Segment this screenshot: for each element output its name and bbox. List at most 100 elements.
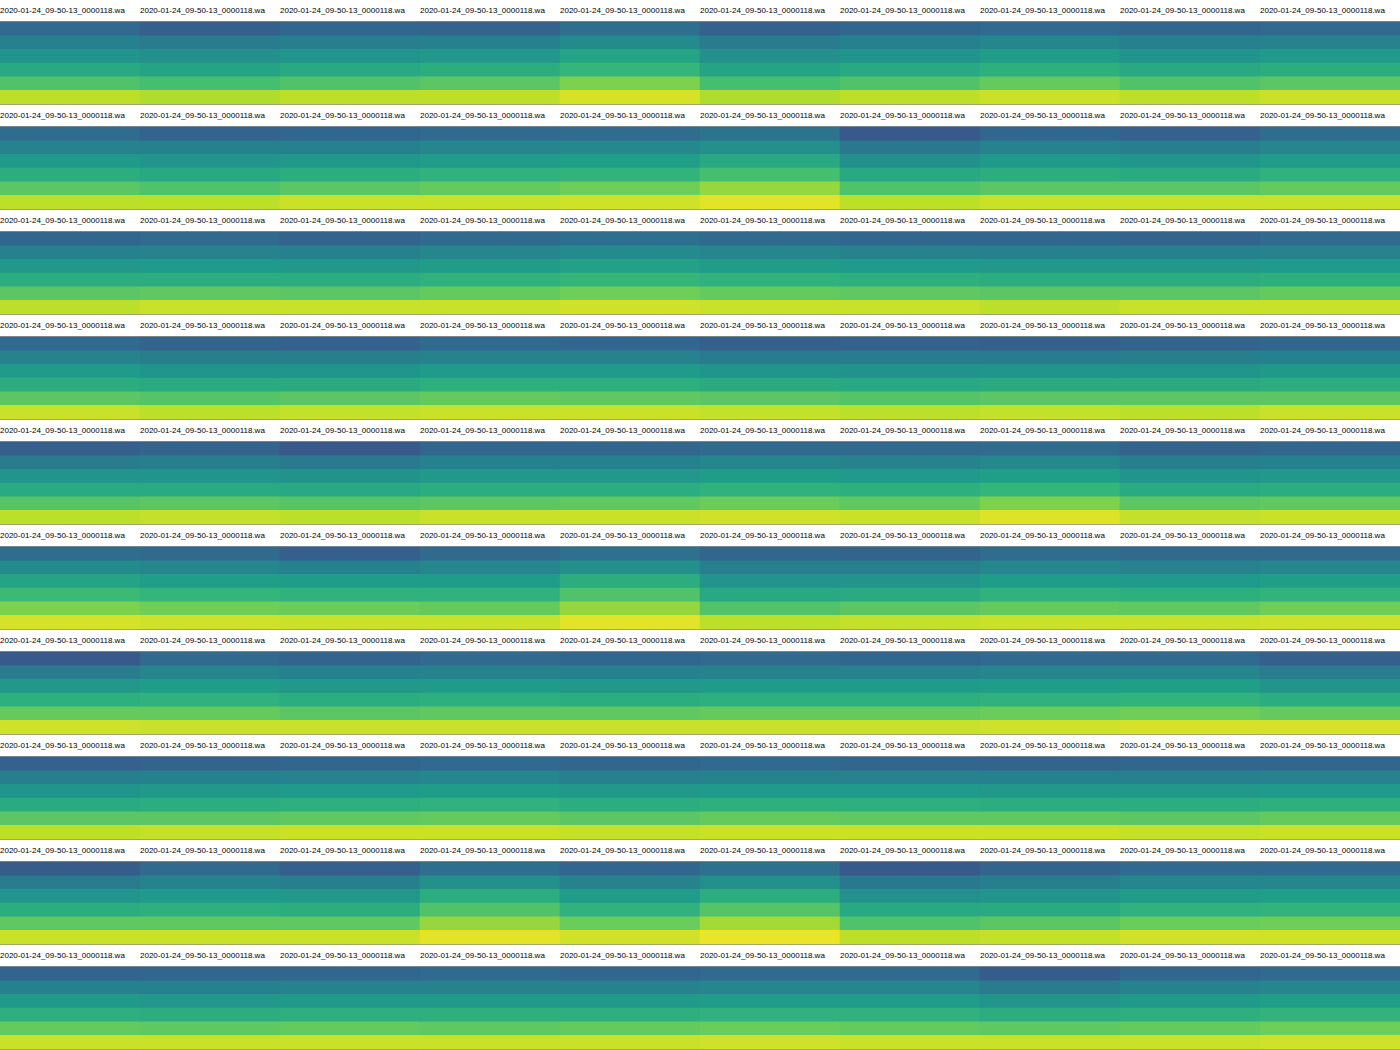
svg-text:2020-01-24_09-50-13_0000118.wa: 2020-01-24_09-50-13_0000118.wa	[980, 216, 1105, 225]
svg-text:2020-01-24_09-50-13_0000118.wa: 2020-01-24_09-50-13_0000118.wa	[980, 846, 1105, 855]
svg-text:2020-01-24_09-50-13_0000118.wa: 2020-01-24_09-50-13_0000118.wa	[700, 636, 825, 645]
svg-text:2020-01-24_09-50-13_0000118.wa: 2020-01-24_09-50-13_0000118.wa	[840, 846, 965, 855]
svg-text:2020-01-24_09-50-13_0000118.wa: 2020-01-24_09-50-13_0000118.wa	[700, 846, 825, 855]
svg-text:2020-01-24_09-50-13_0000118.wa: 2020-01-24_09-50-13_0000118.wa	[840, 636, 965, 645]
svg-text:2020-01-24_09-50-13_0000118.wa: 2020-01-24_09-50-13_0000118.wa	[1120, 216, 1245, 225]
svg-text:2020-01-24_09-50-13_0000118.wa: 2020-01-24_09-50-13_0000118.wa	[280, 111, 405, 120]
svg-text:2020-01-24_09-50-13_0000118.wa: 2020-01-24_09-50-13_0000118.wa	[420, 426, 545, 435]
svg-text:2020-01-24_09-50-13_0000118.wa: 2020-01-24_09-50-13_0000118.wa	[980, 111, 1105, 120]
svg-text:2020-01-24_09-50-13_0000118.wa: 2020-01-24_09-50-13_0000118.wa	[0, 531, 125, 540]
svg-text:2020-01-24_09-50-13_0000118.wa: 2020-01-24_09-50-13_0000118.wa	[0, 951, 125, 960]
svg-text:2020-01-24_09-50-13_0000118.wa: 2020-01-24_09-50-13_0000118.wa	[560, 321, 685, 330]
svg-text:2020-01-24_09-50-13_0000118.wa: 2020-01-24_09-50-13_0000118.wa	[560, 846, 685, 855]
svg-text:2020-01-24_09-50-13_0000118.wa: 2020-01-24_09-50-13_0000118.wa	[420, 111, 545, 120]
svg-text:2020-01-24_09-50-13_0000118.wa: 2020-01-24_09-50-13_0000118.wa	[1120, 741, 1245, 750]
svg-text:2020-01-24_09-50-13_0000118.wa: 2020-01-24_09-50-13_0000118.wa	[700, 216, 825, 225]
svg-text:2020-01-24_09-50-13_0000118.wa: 2020-01-24_09-50-13_0000118.wa	[280, 6, 405, 15]
svg-text:2020-01-24_09-50-13_0000118.wa: 2020-01-24_09-50-13_0000118.wa	[840, 111, 965, 120]
svg-text:2020-01-24_09-50-13_0000118.wa: 2020-01-24_09-50-13_0000118.wa	[840, 741, 965, 750]
svg-text:2020-01-24_09-50-13_0000118.wa: 2020-01-24_09-50-13_0000118.wa	[1120, 6, 1245, 15]
svg-text:2020-01-24_09-50-13_0000118.wa: 2020-01-24_09-50-13_0000118.wa	[140, 741, 265, 750]
svg-text:2020-01-24_09-50-13_0000118.wa: 2020-01-24_09-50-13_0000118.wa	[980, 426, 1105, 435]
svg-text:2020-01-24_09-50-13_0000118.wa: 2020-01-24_09-50-13_0000118.wa	[0, 216, 125, 225]
svg-text:2020-01-24_09-50-13_0000118.wa: 2020-01-24_09-50-13_0000118.wa	[840, 951, 965, 960]
svg-text:2020-01-24_09-50-13_0000118.wa: 2020-01-24_09-50-13_0000118.wa	[420, 636, 545, 645]
svg-text:2020-01-24_09-50-13_0000118.wa: 2020-01-24_09-50-13_0000118.wa	[420, 741, 545, 750]
svg-text:2020-01-24_09-50-13_0000118.wa: 2020-01-24_09-50-13_0000118.wa	[140, 6, 265, 15]
svg-text:2020-01-24_09-50-13_0000118.wa: 2020-01-24_09-50-13_0000118.wa	[0, 6, 125, 15]
svg-text:2020-01-24_09-50-13_0000118.wa: 2020-01-24_09-50-13_0000118.wa	[1260, 111, 1385, 120]
svg-text:2020-01-24_09-50-13_0000118.wa: 2020-01-24_09-50-13_0000118.wa	[140, 111, 265, 120]
svg-text:2020-01-24_09-50-13_0000118.wa: 2020-01-24_09-50-13_0000118.wa	[560, 951, 685, 960]
svg-text:2020-01-24_09-50-13_0000118.wa: 2020-01-24_09-50-13_0000118.wa	[840, 321, 965, 330]
svg-text:2020-01-24_09-50-13_0000118.wa: 2020-01-24_09-50-13_0000118.wa	[560, 216, 685, 225]
svg-text:2020-01-24_09-50-13_0000118.wa: 2020-01-24_09-50-13_0000118.wa	[840, 6, 965, 15]
svg-text:2020-01-24_09-50-13_0000118.wa: 2020-01-24_09-50-13_0000118.wa	[280, 741, 405, 750]
svg-text:2020-01-24_09-50-13_0000118.wa: 2020-01-24_09-50-13_0000118.wa	[560, 531, 685, 540]
svg-text:2020-01-24_09-50-13_0000118.wa: 2020-01-24_09-50-13_0000118.wa	[280, 636, 405, 645]
svg-text:2020-01-24_09-50-13_0000118.wa: 2020-01-24_09-50-13_0000118.wa	[980, 636, 1105, 645]
svg-text:2020-01-24_09-50-13_0000118.wa: 2020-01-24_09-50-13_0000118.wa	[840, 531, 965, 540]
svg-text:2020-01-24_09-50-13_0000118.wa: 2020-01-24_09-50-13_0000118.wa	[1260, 216, 1385, 225]
svg-text:2020-01-24_09-50-13_0000118.wa: 2020-01-24_09-50-13_0000118.wa	[420, 321, 545, 330]
svg-text:2020-01-24_09-50-13_0000118.wa: 2020-01-24_09-50-13_0000118.wa	[1260, 636, 1385, 645]
svg-text:2020-01-24_09-50-13_0000118.wa: 2020-01-24_09-50-13_0000118.wa	[560, 6, 685, 15]
svg-text:2020-01-24_09-50-13_0000118.wa: 2020-01-24_09-50-13_0000118.wa	[140, 636, 265, 645]
svg-text:2020-01-24_09-50-13_0000118.wa: 2020-01-24_09-50-13_0000118.wa	[1260, 741, 1385, 750]
svg-text:2020-01-24_09-50-13_0000118.wa: 2020-01-24_09-50-13_0000118.wa	[1120, 426, 1245, 435]
svg-text:2020-01-24_09-50-13_0000118.wa: 2020-01-24_09-50-13_0000118.wa	[980, 531, 1105, 540]
svg-text:2020-01-24_09-50-13_0000118.wa: 2020-01-24_09-50-13_0000118.wa	[700, 531, 825, 540]
svg-text:2020-01-24_09-50-13_0000118.wa: 2020-01-24_09-50-13_0000118.wa	[0, 111, 125, 120]
svg-text:2020-01-24_09-50-13_0000118.wa: 2020-01-24_09-50-13_0000118.wa	[420, 531, 545, 540]
svg-text:2020-01-24_09-50-13_0000118.wa: 2020-01-24_09-50-13_0000118.wa	[1120, 636, 1245, 645]
svg-text:2020-01-24_09-50-13_0000118.wa: 2020-01-24_09-50-13_0000118.wa	[1120, 321, 1245, 330]
svg-text:2020-01-24_09-50-13_0000118.wa: 2020-01-24_09-50-13_0000118.wa	[1120, 846, 1245, 855]
svg-text:2020-01-24_09-50-13_0000118.wa: 2020-01-24_09-50-13_0000118.wa	[1260, 6, 1385, 15]
svg-text:2020-01-24_09-50-13_0000118.wa: 2020-01-24_09-50-13_0000118.wa	[0, 741, 125, 750]
svg-text:2020-01-24_09-50-13_0000118.wa: 2020-01-24_09-50-13_0000118.wa	[560, 426, 685, 435]
svg-text:2020-01-24_09-50-13_0000118.wa: 2020-01-24_09-50-13_0000118.wa	[1120, 531, 1245, 540]
svg-text:2020-01-24_09-50-13_0000118.wa: 2020-01-24_09-50-13_0000118.wa	[420, 846, 545, 855]
svg-text:2020-01-24_09-50-13_0000118.wa: 2020-01-24_09-50-13_0000118.wa	[1120, 111, 1245, 120]
svg-text:2020-01-24_09-50-13_0000118.wa: 2020-01-24_09-50-13_0000118.wa	[140, 951, 265, 960]
svg-text:2020-01-24_09-50-13_0000118.wa: 2020-01-24_09-50-13_0000118.wa	[560, 636, 685, 645]
svg-text:2020-01-24_09-50-13_0000118.wa: 2020-01-24_09-50-13_0000118.wa	[0, 321, 125, 330]
svg-text:2020-01-24_09-50-13_0000118.wa: 2020-01-24_09-50-13_0000118.wa	[140, 426, 265, 435]
svg-text:2020-01-24_09-50-13_0000118.wa: 2020-01-24_09-50-13_0000118.wa	[140, 531, 265, 540]
svg-text:2020-01-24_09-50-13_0000118.wa: 2020-01-24_09-50-13_0000118.wa	[280, 531, 405, 540]
svg-text:2020-01-24_09-50-13_0000118.wa: 2020-01-24_09-50-13_0000118.wa	[980, 6, 1105, 15]
svg-text:2020-01-24_09-50-13_0000118.wa: 2020-01-24_09-50-13_0000118.wa	[0, 846, 125, 855]
svg-text:2020-01-24_09-50-13_0000118.wa: 2020-01-24_09-50-13_0000118.wa	[140, 321, 265, 330]
svg-text:2020-01-24_09-50-13_0000118.wa: 2020-01-24_09-50-13_0000118.wa	[0, 426, 125, 435]
svg-text:2020-01-24_09-50-13_0000118.wa: 2020-01-24_09-50-13_0000118.wa	[840, 426, 965, 435]
svg-text:2020-01-24_09-50-13_0000118.wa: 2020-01-24_09-50-13_0000118.wa	[700, 951, 825, 960]
svg-text:2020-01-24_09-50-13_0000118.wa: 2020-01-24_09-50-13_0000118.wa	[1260, 846, 1385, 855]
svg-text:2020-01-24_09-50-13_0000118.wa: 2020-01-24_09-50-13_0000118.wa	[280, 846, 405, 855]
svg-text:2020-01-24_09-50-13_0000118.wa: 2020-01-24_09-50-13_0000118.wa	[0, 636, 125, 645]
svg-text:2020-01-24_09-50-13_0000118.wa: 2020-01-24_09-50-13_0000118.wa	[1260, 321, 1385, 330]
svg-text:2020-01-24_09-50-13_0000118.wa: 2020-01-24_09-50-13_0000118.wa	[420, 216, 545, 225]
svg-text:2020-01-24_09-50-13_0000118.wa: 2020-01-24_09-50-13_0000118.wa	[280, 321, 405, 330]
svg-text:2020-01-24_09-50-13_0000118.wa: 2020-01-24_09-50-13_0000118.wa	[980, 741, 1105, 750]
svg-text:2020-01-24_09-50-13_0000118.wa: 2020-01-24_09-50-13_0000118.wa	[1260, 426, 1385, 435]
svg-text:2020-01-24_09-50-13_0000118.wa: 2020-01-24_09-50-13_0000118.wa	[140, 216, 265, 225]
svg-text:2020-01-24_09-50-13_0000118.wa: 2020-01-24_09-50-13_0000118.wa	[280, 426, 405, 435]
svg-text:2020-01-24_09-50-13_0000118.wa: 2020-01-24_09-50-13_0000118.wa	[980, 321, 1105, 330]
svg-text:2020-01-24_09-50-13_0000118.wa: 2020-01-24_09-50-13_0000118.wa	[420, 951, 545, 960]
svg-text:2020-01-24_09-50-13_0000118.wa: 2020-01-24_09-50-13_0000118.wa	[700, 321, 825, 330]
svg-text:2020-01-24_09-50-13_0000118.wa: 2020-01-24_09-50-13_0000118.wa	[700, 741, 825, 750]
svg-text:2020-01-24_09-50-13_0000118.wa: 2020-01-24_09-50-13_0000118.wa	[560, 111, 685, 120]
svg-text:2020-01-24_09-50-13_0000118.wa: 2020-01-24_09-50-13_0000118.wa	[280, 216, 405, 225]
svg-text:2020-01-24_09-50-13_0000118.wa: 2020-01-24_09-50-13_0000118.wa	[1120, 951, 1245, 960]
svg-text:2020-01-24_09-50-13_0000118.wa: 2020-01-24_09-50-13_0000118.wa	[1260, 531, 1385, 540]
svg-text:2020-01-24_09-50-13_0000118.wa: 2020-01-24_09-50-13_0000118.wa	[700, 111, 825, 120]
svg-text:2020-01-24_09-50-13_0000118.wa: 2020-01-24_09-50-13_0000118.wa	[560, 741, 685, 750]
svg-text:2020-01-24_09-50-13_0000118.wa: 2020-01-24_09-50-13_0000118.wa	[1260, 951, 1385, 960]
svg-text:2020-01-24_09-50-13_0000118.wa: 2020-01-24_09-50-13_0000118.wa	[420, 6, 545, 15]
svg-text:2020-01-24_09-50-13_0000118.wa: 2020-01-24_09-50-13_0000118.wa	[700, 426, 825, 435]
svg-text:2020-01-24_09-50-13_0000118.wa: 2020-01-24_09-50-13_0000118.wa	[700, 6, 825, 15]
svg-text:2020-01-24_09-50-13_0000118.wa: 2020-01-24_09-50-13_0000118.wa	[140, 846, 265, 855]
svg-text:2020-01-24_09-50-13_0000118.wa: 2020-01-24_09-50-13_0000118.wa	[980, 951, 1105, 960]
svg-text:2020-01-24_09-50-13_0000118.wa: 2020-01-24_09-50-13_0000118.wa	[280, 951, 405, 960]
svg-text:2020-01-24_09-50-13_0000118.wa: 2020-01-24_09-50-13_0000118.wa	[840, 216, 965, 225]
